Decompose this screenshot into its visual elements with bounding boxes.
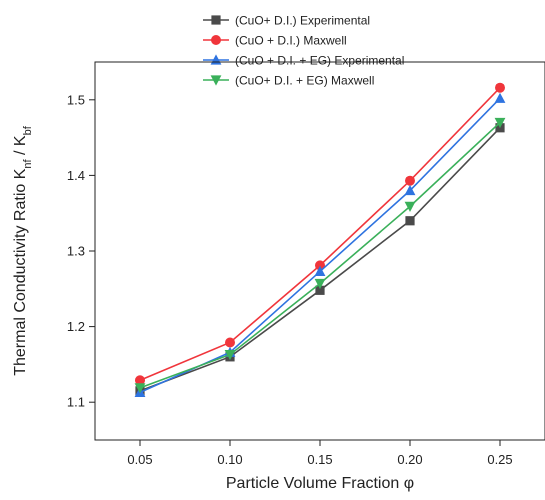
legend-label: (CuO+ D.I. + EG) Maxwell xyxy=(235,74,374,88)
legend-label: (CuO+ D.I.) Experimental xyxy=(235,14,370,28)
data-point xyxy=(494,92,506,103)
y-tick-label: 1.5 xyxy=(67,92,85,107)
y-axis-title-mid: / K xyxy=(12,135,29,159)
y-tick-label: 1.2 xyxy=(67,319,85,334)
series-line xyxy=(139,121,501,389)
data-point xyxy=(495,82,505,93)
x-tick-label: 0.10 xyxy=(217,452,242,467)
series-3 xyxy=(134,92,506,397)
series-line xyxy=(139,127,501,392)
legend-item: (CuO + D.I.) Maxwell xyxy=(203,34,347,48)
y-axis: 1.1 1.2 1.3 1.4 1.5 xyxy=(67,92,95,410)
legend-label: (CuO + D.I. + EG) Experimental xyxy=(235,54,404,68)
legend: (CuO+ D.I.) Experimental (CuO + D.I.) Max… xyxy=(203,14,404,88)
data-point xyxy=(314,265,326,277)
plot-area xyxy=(94,61,545,441)
data-point xyxy=(314,278,326,290)
series-2 xyxy=(135,82,505,386)
x-tick-label: 0.05 xyxy=(127,452,152,467)
legend-marker xyxy=(211,35,221,45)
legend-label: (CuO + D.I.) Maxwell xyxy=(235,34,347,48)
data-point xyxy=(225,337,235,348)
legend-item: (CuO + D.I. + EG) Experimental xyxy=(203,54,404,68)
x-tick-label: 0.15 xyxy=(307,452,332,467)
legend-marker xyxy=(210,75,222,86)
series-line xyxy=(139,87,501,382)
data-point xyxy=(315,285,325,295)
y-tick-label: 1.1 xyxy=(67,395,85,410)
data-point xyxy=(404,184,416,196)
x-axis-title: Particle Volume Fraction φ xyxy=(226,475,414,492)
data-point xyxy=(224,349,236,361)
x-axis: 0.05 0.10 0.15 0.20 0.25 xyxy=(127,440,513,467)
y-axis-title-sub-bf: bf xyxy=(22,125,34,135)
legend-item: (CuO+ D.I.) Experimental xyxy=(203,14,370,28)
data-point xyxy=(404,201,416,212)
y-axis-title: Thermal Conductivity Ratio Knf / Kbf xyxy=(12,125,34,376)
x-tick-label: 0.20 xyxy=(397,452,422,467)
series-4 xyxy=(134,117,506,394)
data-point xyxy=(405,175,415,186)
series-1 xyxy=(135,123,505,396)
data-point xyxy=(134,383,146,394)
y-tick-label: 1.4 xyxy=(67,168,85,183)
legend-marker xyxy=(211,15,221,25)
y-tick-label: 1.3 xyxy=(67,244,85,259)
y-axis-title-main: Thermal Conductivity Ratio K xyxy=(12,168,29,376)
legend-item: (CuO+ D.I. + EG) Maxwell xyxy=(203,74,374,88)
y-axis-title-sub-nf: nf xyxy=(22,158,34,168)
data-point xyxy=(135,375,145,386)
data-point xyxy=(494,117,506,129)
series-layer xyxy=(134,82,506,397)
x-tick-label: 0.25 xyxy=(487,452,512,467)
plot-frame xyxy=(94,61,545,441)
data-point xyxy=(405,216,415,226)
data-point xyxy=(315,260,325,271)
